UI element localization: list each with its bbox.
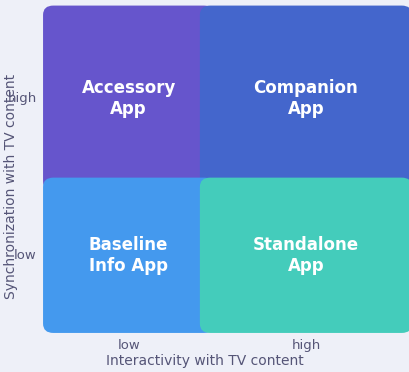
Text: Baseline
Info App: Baseline Info App (89, 236, 168, 275)
Text: Interactivity with TV content: Interactivity with TV content (106, 354, 303, 368)
Text: Synchronization with TV content: Synchronization with TV content (4, 73, 18, 299)
Text: low: low (117, 339, 139, 352)
Text: high: high (8, 92, 37, 105)
FancyBboxPatch shape (199, 6, 409, 191)
Text: Standalone
App: Standalone App (252, 236, 358, 275)
Text: Companion
App: Companion App (253, 79, 357, 118)
FancyBboxPatch shape (43, 6, 213, 191)
FancyBboxPatch shape (43, 178, 213, 333)
FancyBboxPatch shape (199, 178, 409, 333)
Text: low: low (14, 249, 37, 262)
Text: Accessory
App: Accessory App (81, 79, 175, 118)
Text: high: high (291, 339, 320, 352)
